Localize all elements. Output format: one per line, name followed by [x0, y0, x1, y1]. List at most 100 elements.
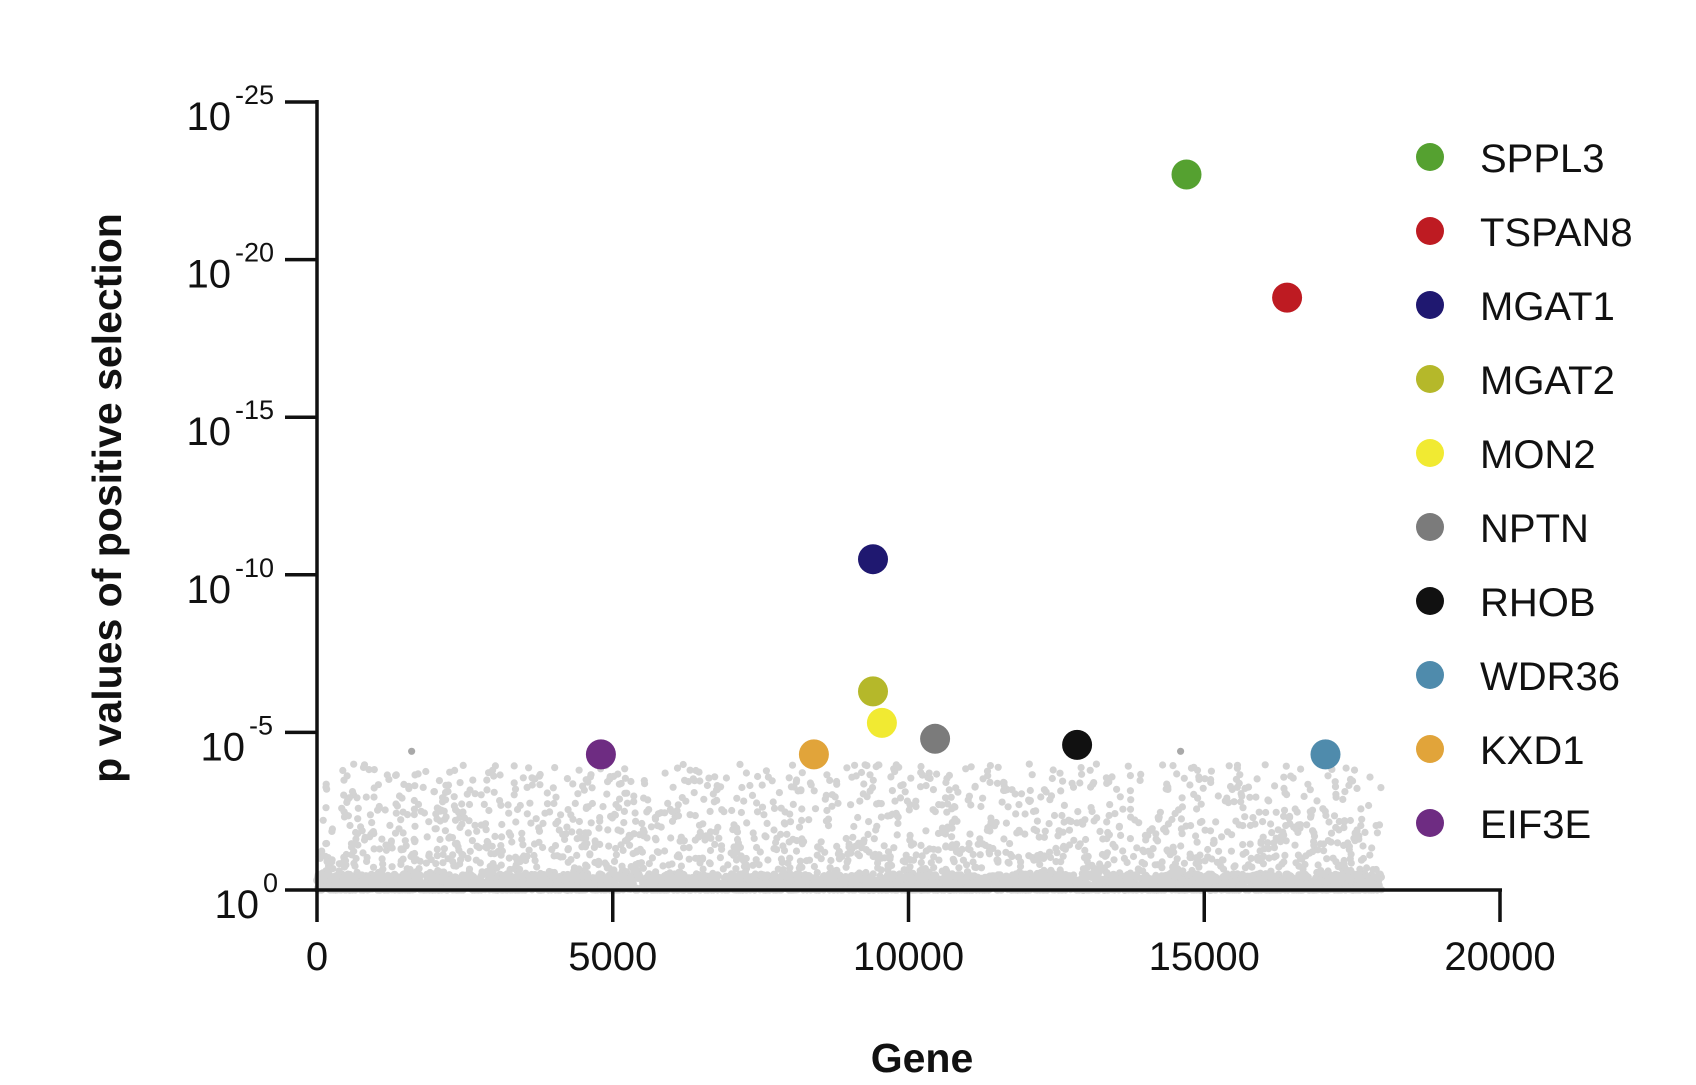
- background-point: [1032, 807, 1040, 815]
- background-point: [1101, 852, 1109, 860]
- background-point: [1059, 828, 1067, 836]
- background-point: [669, 783, 677, 791]
- background-point: [1077, 764, 1085, 772]
- background-point: [582, 861, 590, 869]
- legend-marker-mgat1: [1416, 291, 1444, 319]
- background-point: [432, 860, 440, 868]
- background-point: [714, 823, 722, 832]
- background-point: [1089, 881, 1098, 890]
- background-point: [1281, 851, 1289, 860]
- background-point: [1275, 863, 1283, 871]
- background-point: [983, 826, 992, 834]
- background-point: [967, 763, 975, 771]
- background-point: [591, 837, 599, 845]
- background-point: [1264, 839, 1272, 847]
- background-point: [1159, 874, 1167, 883]
- background-point: [795, 823, 804, 831]
- background-point: [1226, 782, 1235, 791]
- background-point: [533, 863, 541, 871]
- point-mgat2: [858, 676, 888, 707]
- background-point: [892, 879, 901, 888]
- background-point: [612, 844, 620, 853]
- background-point: [1239, 822, 1247, 830]
- background-point: [1103, 779, 1111, 788]
- background-point: [691, 812, 699, 820]
- background-point: [661, 847, 669, 855]
- background-point: [543, 800, 552, 808]
- background-point: [1313, 797, 1321, 805]
- point-tspan8: [1272, 282, 1303, 313]
- background-point: [555, 826, 563, 834]
- background-point: [1295, 821, 1303, 829]
- background-point: [397, 816, 405, 824]
- background-point: [1353, 827, 1361, 835]
- background-point: [539, 819, 547, 828]
- background-point: [397, 860, 405, 869]
- background-point: [888, 787, 897, 795]
- background-point: [711, 840, 719, 849]
- background-point: [1000, 835, 1008, 843]
- background-point: [1119, 847, 1127, 855]
- background-point: [535, 838, 543, 846]
- background-point: [575, 817, 584, 826]
- background-point: [1233, 783, 1241, 791]
- background-point: [640, 794, 648, 802]
- y-tick-label-exponent: -10: [235, 553, 274, 583]
- background-point: [1359, 842, 1367, 850]
- background-point: [1198, 817, 1206, 826]
- background-point: [1355, 875, 1364, 884]
- background-point: [439, 794, 447, 802]
- background-point: [930, 845, 938, 853]
- background-point: [580, 786, 588, 794]
- background-point: [1204, 845, 1212, 854]
- background-point: [1059, 874, 1068, 883]
- background-point: [1136, 776, 1144, 785]
- background-point: [944, 800, 952, 808]
- background-point: [1046, 796, 1054, 804]
- background-point: [648, 880, 657, 888]
- background-point: [648, 854, 657, 862]
- background-point: [1049, 766, 1057, 774]
- background-point: [486, 871, 495, 880]
- background-point: [742, 854, 750, 863]
- background-point: [671, 882, 680, 891]
- background-point: [1214, 792, 1222, 800]
- background-point: [827, 856, 835, 865]
- background-point: [1213, 858, 1221, 866]
- background-point: [823, 771, 831, 779]
- background-point: [922, 782, 930, 790]
- background-point: [857, 768, 866, 777]
- background-point: [869, 776, 877, 784]
- background-point: [511, 785, 520, 793]
- background-point: [906, 863, 914, 871]
- background-point: [891, 768, 899, 776]
- background-point: [1314, 846, 1322, 854]
- background-point: [645, 860, 653, 868]
- background-point: [696, 777, 704, 785]
- background-point: [477, 791, 485, 799]
- background-point: [728, 806, 736, 815]
- background-point: [359, 849, 367, 857]
- point-eif3e: [585, 739, 616, 770]
- background-point: [1059, 852, 1067, 860]
- background-point: [1048, 774, 1056, 783]
- background-point: [498, 820, 506, 829]
- background-point: [584, 829, 592, 837]
- background-point: [875, 761, 883, 769]
- background-point: [464, 854, 472, 863]
- legend-marker-wdr36: [1416, 661, 1444, 689]
- background-point: [595, 857, 603, 865]
- background-point: [553, 852, 561, 860]
- background-point: [1083, 857, 1091, 865]
- background-point: [617, 841, 625, 849]
- background-point: [647, 823, 656, 831]
- background-point: [677, 862, 686, 870]
- background-point: [877, 813, 886, 821]
- background-point: [1306, 808, 1314, 816]
- background-point: [796, 863, 804, 871]
- background-point: [1310, 838, 1318, 846]
- background-point: [1332, 823, 1340, 832]
- point-rhob: [1062, 729, 1093, 760]
- background-point: [1259, 818, 1267, 826]
- background-point: [423, 833, 431, 841]
